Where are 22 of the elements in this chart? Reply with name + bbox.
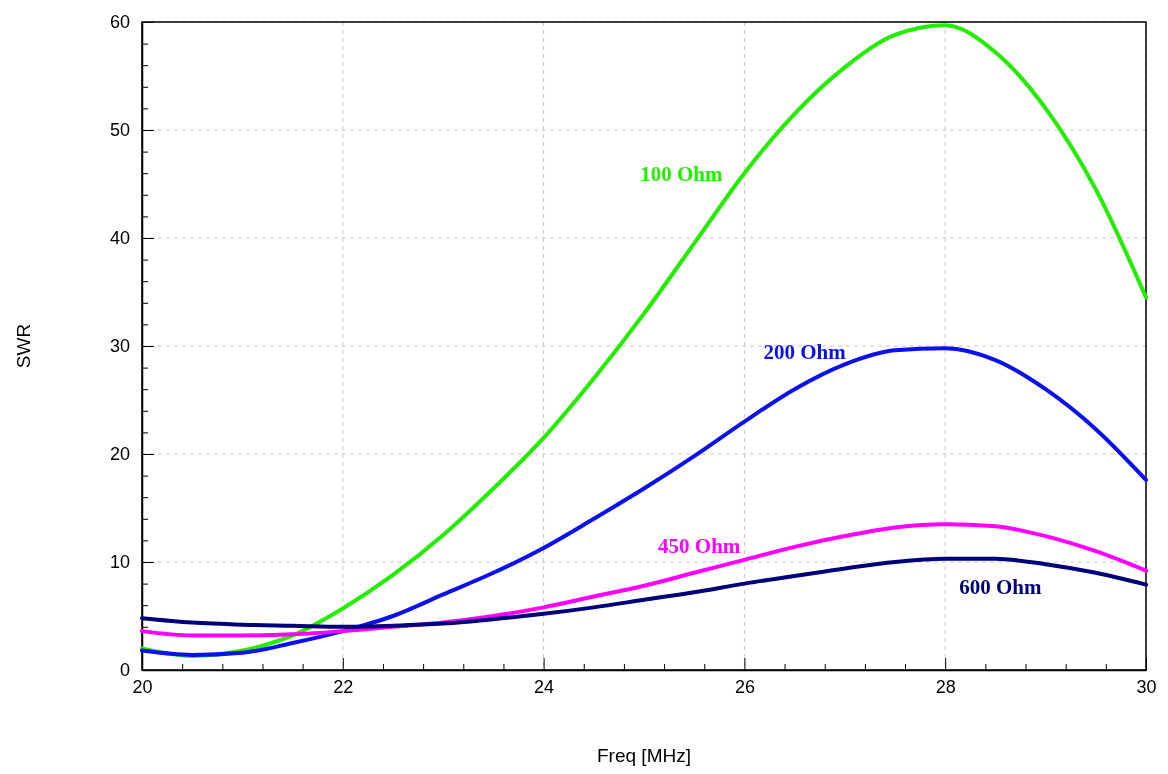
series-label: 450 Ohm xyxy=(658,533,741,558)
y-axis-title: SWR xyxy=(13,323,34,369)
y-tick-label: 60 xyxy=(109,12,130,33)
line-series xyxy=(140,556,1148,629)
x-axis-title: Freq [MHz] xyxy=(597,745,691,766)
y-tick-label: 10 xyxy=(109,552,130,573)
y-tick-label: 20 xyxy=(109,444,130,465)
x-tick-label: 30 xyxy=(1136,676,1157,697)
y-tick-label: 40 xyxy=(109,228,130,249)
series-label: 200 Ohm xyxy=(763,340,847,365)
y-tick-label: 50 xyxy=(109,120,130,141)
x-tick-label: 22 xyxy=(333,676,354,697)
x-tick-label: 28 xyxy=(935,676,956,697)
y-tick-label: 30 xyxy=(109,336,130,357)
line-series xyxy=(140,522,1148,638)
x-tick-label: 24 xyxy=(534,676,555,697)
y-tick-label: 0 xyxy=(119,660,130,681)
x-tick-label: 20 xyxy=(132,676,153,697)
series-label: 100 Ohm xyxy=(640,162,723,187)
x-tick-label: 26 xyxy=(734,676,755,697)
line-series xyxy=(140,346,1148,657)
series-label: 600 Ohm xyxy=(959,574,1043,599)
